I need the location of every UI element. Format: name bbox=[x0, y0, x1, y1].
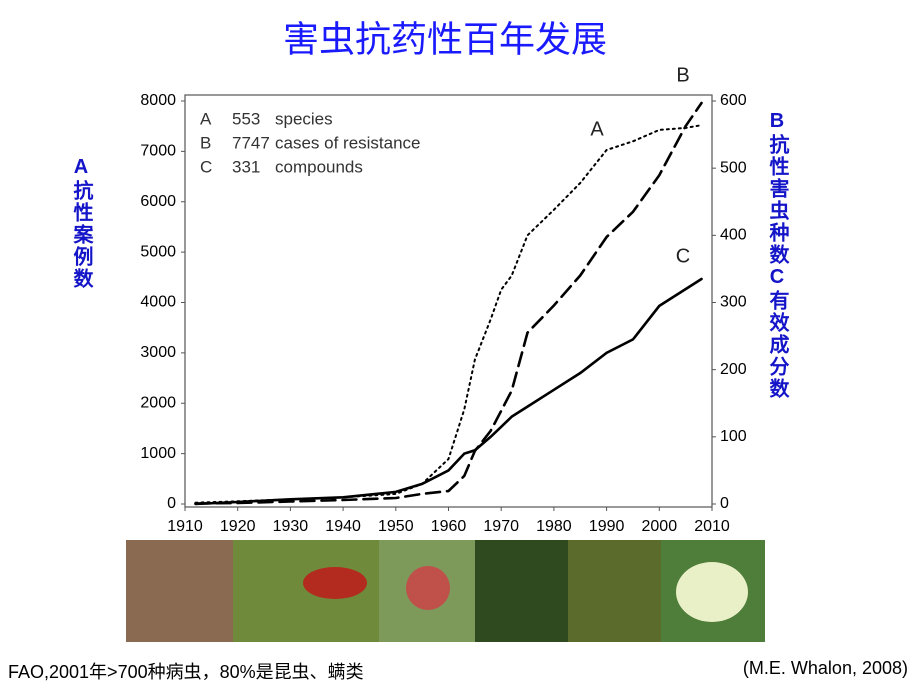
legend-count: 553 bbox=[232, 109, 260, 128]
photo-insect bbox=[303, 567, 367, 599]
photo bbox=[126, 540, 233, 642]
footer-source: (M.E. Whalon, 2008) bbox=[742, 658, 908, 678]
y-tick-label: 6000 bbox=[140, 193, 176, 210]
y2-tick-label: 400 bbox=[720, 227, 747, 244]
legend-text: species bbox=[275, 109, 333, 128]
series-line bbox=[194, 277, 703, 506]
plot-frame bbox=[184, 94, 713, 508]
series-label: C bbox=[676, 245, 690, 267]
photo bbox=[475, 540, 568, 642]
x-tick-label: 1910 bbox=[167, 518, 203, 535]
y2-tick-label: 100 bbox=[720, 428, 747, 445]
y-tick-label: 7000 bbox=[140, 143, 176, 160]
x-tick-label: 1920 bbox=[220, 518, 256, 535]
y-tick-label: 2000 bbox=[140, 394, 176, 411]
y-tick-label: 8000 bbox=[140, 92, 176, 109]
legend-count: 331 bbox=[232, 157, 260, 176]
chart-title: 害虫抗药性百年发展 bbox=[283, 19, 607, 60]
x-tick-label: 1980 bbox=[536, 518, 572, 535]
y2-tick-label: 600 bbox=[720, 92, 747, 109]
legend-letter: C bbox=[200, 157, 212, 176]
y2-tick-label: 500 bbox=[720, 159, 747, 176]
y2-tick-label: 300 bbox=[720, 294, 747, 311]
x-tick-label: 2000 bbox=[642, 518, 678, 535]
x-tick-label: 1970 bbox=[483, 518, 519, 535]
y-tick-label: 3000 bbox=[140, 344, 176, 361]
x-tick-label: 1930 bbox=[273, 518, 309, 535]
legend-text: cases of resistance bbox=[275, 133, 421, 152]
series-line bbox=[194, 124, 703, 504]
y-tick-label: 1000 bbox=[140, 445, 176, 462]
y-tick-label: 5000 bbox=[140, 243, 176, 260]
legend-text: compounds bbox=[275, 157, 363, 176]
series-label: B bbox=[676, 64, 689, 86]
y-tick-label: 4000 bbox=[140, 294, 176, 311]
photo-insect bbox=[676, 562, 748, 622]
footer-note: FAO,2001年>700种病虫，80%是昆虫、螨类 bbox=[8, 662, 364, 682]
x-tick-label: 1990 bbox=[589, 518, 625, 535]
y2-tick-label: 200 bbox=[720, 361, 747, 378]
photos bbox=[126, 540, 765, 642]
x-tick-label: 1940 bbox=[325, 518, 361, 535]
photo bbox=[568, 540, 661, 642]
photo-insect bbox=[406, 566, 450, 610]
series-line bbox=[194, 101, 703, 505]
legend-letter: A bbox=[200, 109, 212, 128]
x-tick-label: 1950 bbox=[378, 518, 414, 535]
y2-tick-label: 0 bbox=[720, 495, 729, 512]
y2-axis-label: B抗性害虫种数C有效成分数 bbox=[766, 110, 788, 400]
x-tick-label: 2010 bbox=[694, 518, 730, 535]
series-label: A bbox=[590, 118, 604, 140]
y-tick-label: 0 bbox=[167, 495, 176, 512]
x-tick-label: 1960 bbox=[431, 518, 467, 535]
legend-letter: B bbox=[200, 133, 211, 152]
legend-count: 7747 bbox=[232, 133, 270, 152]
y-axis-label: A抗性案例数 bbox=[70, 156, 92, 290]
